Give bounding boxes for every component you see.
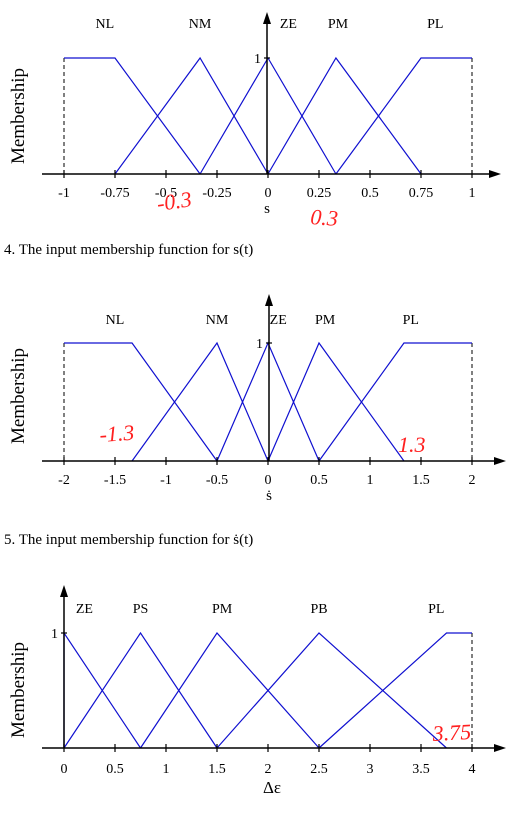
y-axis-arrow (263, 12, 271, 24)
x-tick-label: 0.25 (307, 186, 332, 201)
caption-s: 4. The input membership function for s(t… (4, 242, 254, 258)
x-tick-label: 4 (469, 762, 476, 777)
handwritten-annotation: -0.3 (155, 186, 193, 216)
x-axis-label: Δε (263, 778, 281, 797)
mf-pl (335, 57, 472, 175)
handwritten-annotation: 1.3 (398, 432, 426, 457)
chart-sdot-svg: Membership NL NM ZE PM PL 1 -2 -1.5 -1 -0.5 0 0.5 1 1.… (8, 294, 506, 504)
mf-nl (64, 57, 201, 175)
x-tick-label: 1 (367, 473, 374, 488)
x-tick-label: 0 (61, 762, 68, 777)
y-tick-label-1: 1 (256, 337, 263, 352)
caption-sdot: 5. The input membership function for ṡ(t… (4, 532, 254, 548)
mf-pm (267, 56, 422, 175)
x-tick-label: 1.5 (412, 473, 430, 488)
mf-label-pl: PL (428, 602, 444, 617)
x-tick-label: 2.5 (310, 762, 328, 777)
x-tick-label: 1.5 (208, 762, 226, 777)
mf-label-nm: NM (189, 17, 212, 32)
mf-label-ze: ZE (280, 17, 297, 32)
mf-ze (199, 56, 337, 175)
y-axis-arrow (60, 585, 68, 597)
x-tick-label: 0 (265, 186, 272, 201)
x-tick-label: 3.5 (412, 762, 430, 777)
x-axis-arrow (489, 170, 501, 178)
y-tick-label-1: 1 (51, 627, 58, 642)
mf-label-ze: ZE (76, 602, 93, 617)
mf-nl (64, 342, 218, 462)
mf-ps (63, 631, 218, 749)
mf-pl (318, 632, 472, 749)
mf-pb (216, 632, 447, 749)
x-tick-label: 1 (469, 186, 476, 201)
x-tick-label: 3 (367, 762, 374, 777)
mf-label-nl: NL (95, 17, 114, 32)
x-tick-label: 0 (265, 473, 272, 488)
x-tick-label: -0.5 (206, 473, 228, 488)
handwritten-annotation: 0.3 (310, 204, 339, 228)
chart-delta-eps: Membership ZE PS PM PB PL 1 0 0.5 1 1.5 2 2.5 3 3.5 4 Δε… (0, 583, 522, 815)
mf-label-pm: PM (212, 602, 233, 617)
x-tick-label: 0.5 (361, 186, 379, 201)
mf-label-pl: PL (403, 313, 419, 328)
y-axis-arrow (265, 294, 273, 306)
handwritten-annotation: -1.3 (99, 420, 135, 447)
chart-delta-eps-svg: Membership ZE PS PM PB PL 1 0 0.5 1 1.5 2 2.5 3 3.5 4 Δε… (8, 585, 506, 797)
chart-sdot: Membership NL NM ZE PM PL 1 -2 -1.5 -1 -0.5 0 0.5 1 1.… (0, 290, 522, 519)
y-axis-label: Membership (8, 68, 29, 164)
x-tick-label: 2 (265, 762, 272, 777)
x-tick-label: 0.5 (310, 473, 328, 488)
x-axis-arrow (494, 744, 506, 752)
x-tick-label: -0.5 (155, 186, 177, 201)
y-axis-label: Membership (8, 348, 29, 444)
handwritten-annotation: 3.75 (431, 719, 472, 746)
mf-label-pm: PM (315, 313, 336, 328)
x-tick-label: 2 (469, 473, 476, 488)
x-tick-label: 1 (163, 762, 170, 777)
x-axis-label: s (264, 201, 270, 217)
x-tick-label: 0.75 (409, 186, 434, 201)
x-tick-label: -2 (58, 473, 70, 488)
x-tick-label: -1 (160, 473, 172, 488)
mf-pm (140, 632, 320, 749)
x-axis-label: ṡ (266, 488, 272, 504)
mf-label-nm: NM (206, 313, 229, 328)
x-tick-label: -1 (58, 186, 70, 201)
mf-nm (131, 341, 269, 462)
mf-label-nl: NL (106, 313, 125, 328)
mf-nm (114, 56, 269, 175)
mf-pm (267, 341, 405, 462)
chart-s: Membership NL NM ZE PM PL 1 -1 -0.75 -0.5 -0.25 0 0.… (0, 8, 522, 232)
x-tick-label: -0.75 (100, 186, 129, 201)
mf-label-pm: PM (328, 17, 349, 32)
x-tick-label: 0.5 (106, 762, 124, 777)
y-axis-label: Membership (8, 642, 29, 738)
mf-label-ze: ZE (270, 313, 287, 328)
mf-label-pl: PL (427, 17, 443, 32)
mf-ze (216, 341, 320, 462)
x-axis-arrow (494, 457, 506, 465)
mf-pl (318, 342, 472, 462)
x-tick-label: -0.25 (202, 186, 231, 201)
y-tick-label-1: 1 (254, 52, 261, 67)
x-tick-label: -1.5 (104, 473, 126, 488)
mf-label-pb: PB (310, 602, 327, 617)
chart-s-svg: Membership NL NM ZE PM PL 1 -1 -0.75 -0.5 -0.25 0 0.… (8, 12, 501, 231)
mf-label-ps: PS (133, 602, 149, 617)
